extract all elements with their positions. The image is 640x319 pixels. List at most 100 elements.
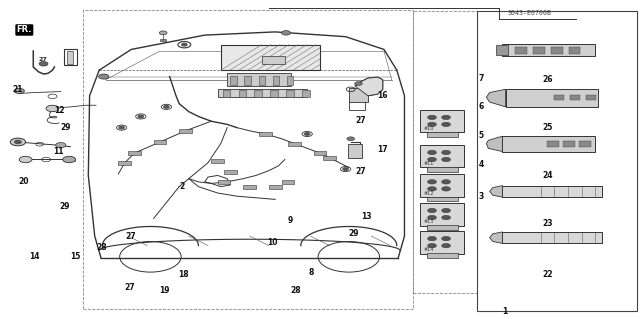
Text: 6: 6 (479, 102, 484, 111)
Circle shape (428, 243, 436, 248)
Bar (230, 76, 237, 85)
Text: 19: 19 (159, 286, 169, 295)
Bar (515, 47, 527, 54)
Circle shape (63, 156, 76, 163)
Text: 28: 28 (291, 286, 301, 295)
Text: FR.: FR. (17, 26, 32, 34)
Text: 14: 14 (29, 252, 39, 261)
Bar (286, 90, 294, 97)
Bar (502, 186, 602, 197)
Circle shape (46, 105, 59, 112)
Bar (288, 142, 301, 146)
Bar (420, 110, 464, 132)
Polygon shape (490, 232, 502, 243)
Text: 4: 4 (479, 160, 484, 169)
Circle shape (99, 74, 109, 79)
Bar (502, 232, 602, 243)
Circle shape (442, 150, 451, 155)
Circle shape (442, 215, 451, 220)
Text: 24: 24 (542, 171, 552, 180)
Text: 27: 27 (38, 57, 47, 62)
Bar (420, 174, 464, 197)
Bar (427, 253, 458, 258)
Bar (570, 95, 580, 100)
Circle shape (428, 115, 436, 120)
Text: 13: 13 (362, 212, 372, 221)
Text: 8: 8 (308, 268, 314, 277)
Bar (502, 44, 595, 56)
Circle shape (182, 43, 187, 46)
Circle shape (14, 88, 24, 93)
Circle shape (19, 156, 32, 163)
Bar (224, 170, 237, 174)
Text: 12: 12 (54, 106, 65, 115)
Text: 20: 20 (18, 177, 28, 186)
Circle shape (428, 157, 436, 162)
Text: 25: 25 (542, 123, 552, 132)
Text: #14: #14 (424, 247, 434, 252)
Text: 10: 10 (268, 238, 278, 247)
Bar (244, 76, 251, 85)
Bar (273, 76, 279, 85)
Bar (477, 11, 637, 311)
Bar (67, 51, 73, 64)
Text: 22: 22 (542, 270, 552, 279)
Text: 7: 7 (479, 74, 484, 83)
Circle shape (442, 122, 451, 127)
Bar (255, 90, 262, 97)
Text: 17: 17 (378, 145, 388, 154)
Text: #10: #10 (424, 126, 434, 131)
Bar (420, 231, 464, 254)
Bar (239, 90, 246, 97)
Polygon shape (486, 89, 506, 107)
Text: 1: 1 (502, 307, 508, 315)
Text: 18: 18 (178, 270, 189, 279)
Circle shape (442, 208, 451, 213)
Text: 5: 5 (479, 131, 484, 140)
Text: 26: 26 (542, 75, 552, 84)
Bar (551, 47, 563, 54)
Text: #11: #11 (424, 161, 434, 166)
Bar (269, 185, 282, 189)
Bar (533, 47, 545, 54)
Circle shape (428, 150, 436, 155)
Bar (420, 203, 464, 226)
Bar (270, 90, 278, 97)
Text: 27: 27 (355, 167, 366, 176)
Bar (211, 159, 224, 163)
Circle shape (442, 243, 451, 248)
Bar (221, 45, 320, 70)
Bar (554, 95, 564, 100)
Bar (179, 129, 192, 133)
Circle shape (343, 168, 348, 170)
Circle shape (56, 143, 66, 148)
Text: 28: 28 (96, 243, 107, 252)
Bar (420, 145, 464, 167)
Circle shape (428, 208, 436, 213)
Circle shape (428, 187, 436, 191)
Bar (154, 140, 166, 144)
Bar (413, 11, 477, 293)
Circle shape (428, 122, 436, 127)
Bar (586, 95, 596, 100)
Circle shape (347, 137, 355, 141)
Text: 9: 9 (288, 216, 293, 225)
Bar (314, 151, 326, 155)
Bar (282, 180, 294, 184)
Bar (427, 225, 458, 230)
Bar (323, 156, 336, 160)
Circle shape (428, 236, 436, 241)
Circle shape (442, 157, 451, 162)
Text: 16: 16 (378, 91, 388, 100)
Bar (569, 47, 580, 54)
Circle shape (138, 115, 143, 118)
Polygon shape (486, 136, 502, 152)
Circle shape (442, 236, 451, 241)
Bar (64, 49, 77, 65)
Text: 23: 23 (542, 219, 552, 228)
Circle shape (428, 215, 436, 220)
Circle shape (442, 180, 451, 184)
Circle shape (282, 31, 291, 35)
Bar (287, 76, 293, 85)
Circle shape (10, 138, 26, 146)
